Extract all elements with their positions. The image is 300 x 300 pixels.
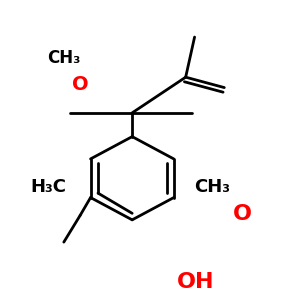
Text: O: O bbox=[233, 204, 252, 224]
Text: O: O bbox=[72, 75, 88, 94]
Text: CH₃: CH₃ bbox=[47, 49, 80, 67]
Text: H₃C: H₃C bbox=[31, 178, 67, 196]
Text: CH₃: CH₃ bbox=[195, 178, 231, 196]
Text: OH: OH bbox=[177, 272, 215, 292]
